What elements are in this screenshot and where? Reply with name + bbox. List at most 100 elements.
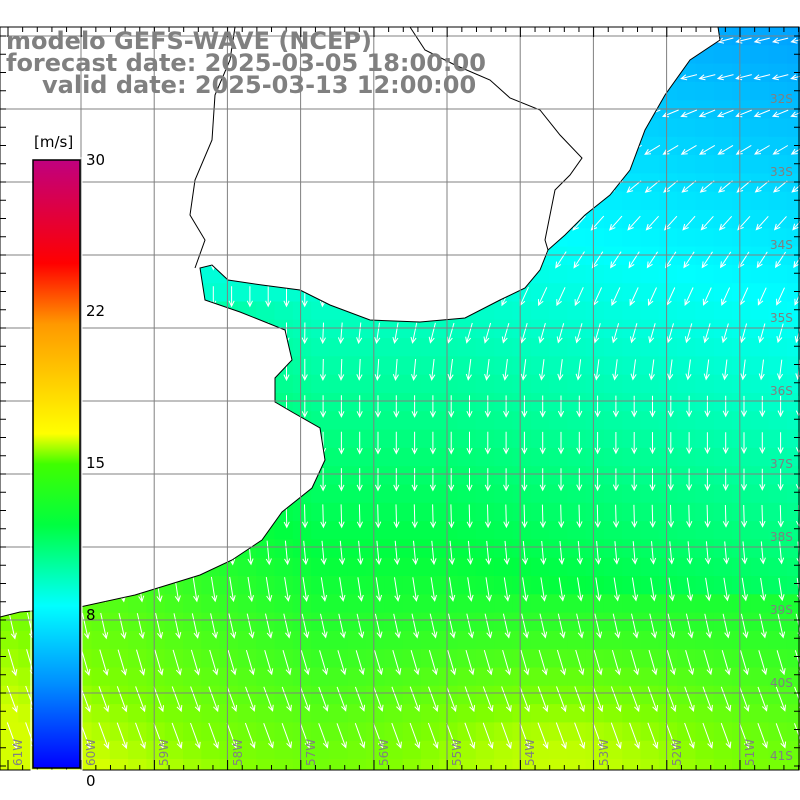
wind-cell [366, 283, 385, 302]
wind-cell [439, 228, 458, 248]
wind-arrow [649, 541, 657, 565]
wind-arrow [629, 686, 640, 713]
wind-cell [695, 374, 715, 394]
wind-cell [329, 649, 349, 668]
wind-arrow [446, 686, 457, 713]
wind-arrow [100, 358, 107, 382]
wind-arrow [716, 74, 734, 81]
wind-arrow [374, 650, 383, 676]
wind-arrow [338, 358, 345, 381]
wind-cell [164, 502, 184, 522]
wind-cell [128, 118, 147, 138]
longitude-label: 58W [230, 738, 245, 766]
wind-cell [457, 447, 477, 467]
wind-cell [713, 557, 733, 577]
wind-cell [475, 484, 495, 504]
wind-arrow [228, 249, 235, 271]
wind-cell [750, 374, 770, 394]
wind-cell [164, 173, 184, 193]
wind-cell [292, 118, 312, 138]
wind-cell [585, 264, 605, 284]
wind-arrow [8, 321, 16, 346]
wind-cell [128, 539, 147, 559]
wind-cell [347, 136, 367, 156]
wind-cell [18, 759, 38, 770]
wind-cell [274, 429, 294, 449]
wind-cell [622, 100, 641, 119]
wind-cell [567, 521, 587, 540]
wind-cell [128, 301, 147, 321]
wind-cell [603, 319, 623, 339]
wind-cell [567, 283, 587, 302]
wind-arrow [705, 577, 712, 602]
wind-cell [494, 612, 513, 632]
wind-cell [109, 704, 129, 723]
wind-cell [677, 173, 696, 193]
wind-cell [768, 374, 788, 394]
wind-cell [128, 502, 147, 522]
wind-arrow [722, 432, 729, 455]
wind-cell [384, 594, 404, 614]
wind-cell [512, 539, 532, 559]
wind-arrow [740, 395, 748, 418]
wind-arrow [740, 359, 747, 381]
wind-arrow [411, 613, 420, 639]
wind-arrow [228, 504, 235, 529]
title-model: modelo GEFS-WAVE (NCEP) [6, 27, 372, 55]
wind-arrow [538, 649, 548, 676]
wind-cell [256, 374, 275, 394]
wind-arrow [27, 321, 34, 346]
wind-cell [732, 155, 751, 174]
wind-cell [457, 759, 477, 770]
latitude-label: 35S [770, 311, 793, 325]
wind-cell [384, 283, 404, 302]
wind-arrow [570, 109, 588, 118]
wind-cell [585, 100, 605, 119]
wind-arrow [118, 394, 125, 419]
wind-arrow [424, 36, 441, 45]
wind-cell [512, 301, 532, 321]
wind-arrow [666, 650, 676, 676]
wind-cell [237, 210, 257, 229]
wind-arrow [191, 140, 199, 161]
wind-arrow [646, 251, 659, 269]
wind-cell [457, 393, 477, 412]
wind-cell [603, 338, 623, 357]
wind-cell [695, 612, 715, 632]
wind-cell [146, 246, 166, 266]
wind-cell [311, 612, 330, 632]
wind-cell [640, 81, 660, 101]
wind-cell [402, 374, 422, 394]
wind-cell [530, 301, 550, 321]
wind-cell [494, 374, 513, 394]
wind-cell [475, 612, 495, 632]
wind-cell [475, 557, 495, 577]
wind-arrow [740, 432, 748, 455]
wind-cell [128, 393, 147, 412]
wind-cell [329, 283, 349, 302]
wind-cell [311, 759, 330, 770]
wind-cell [311, 118, 330, 138]
wind-cell [750, 191, 770, 211]
wind-cell [622, 374, 641, 394]
wind-cell [713, 612, 733, 632]
wind-cell [164, 228, 184, 248]
wind-arrow [496, 37, 515, 44]
wind-cell [183, 612, 202, 632]
wind-arrow [430, 540, 437, 566]
wind-cell [439, 576, 458, 595]
wind-cell [622, 759, 641, 770]
wind-arrow [320, 504, 327, 529]
wind-cell [603, 301, 623, 321]
wind-cell [732, 447, 751, 467]
wind-cell [219, 484, 239, 504]
wind-cell [457, 264, 477, 284]
wind-cell [768, 649, 788, 668]
wind-arrow [155, 286, 162, 308]
wind-arrow [558, 504, 565, 529]
wind-cell [677, 411, 696, 431]
wind-cell [567, 246, 587, 266]
wind-arrow [408, 214, 421, 233]
wind-arrow [337, 286, 344, 308]
wind-cell [128, 228, 147, 248]
